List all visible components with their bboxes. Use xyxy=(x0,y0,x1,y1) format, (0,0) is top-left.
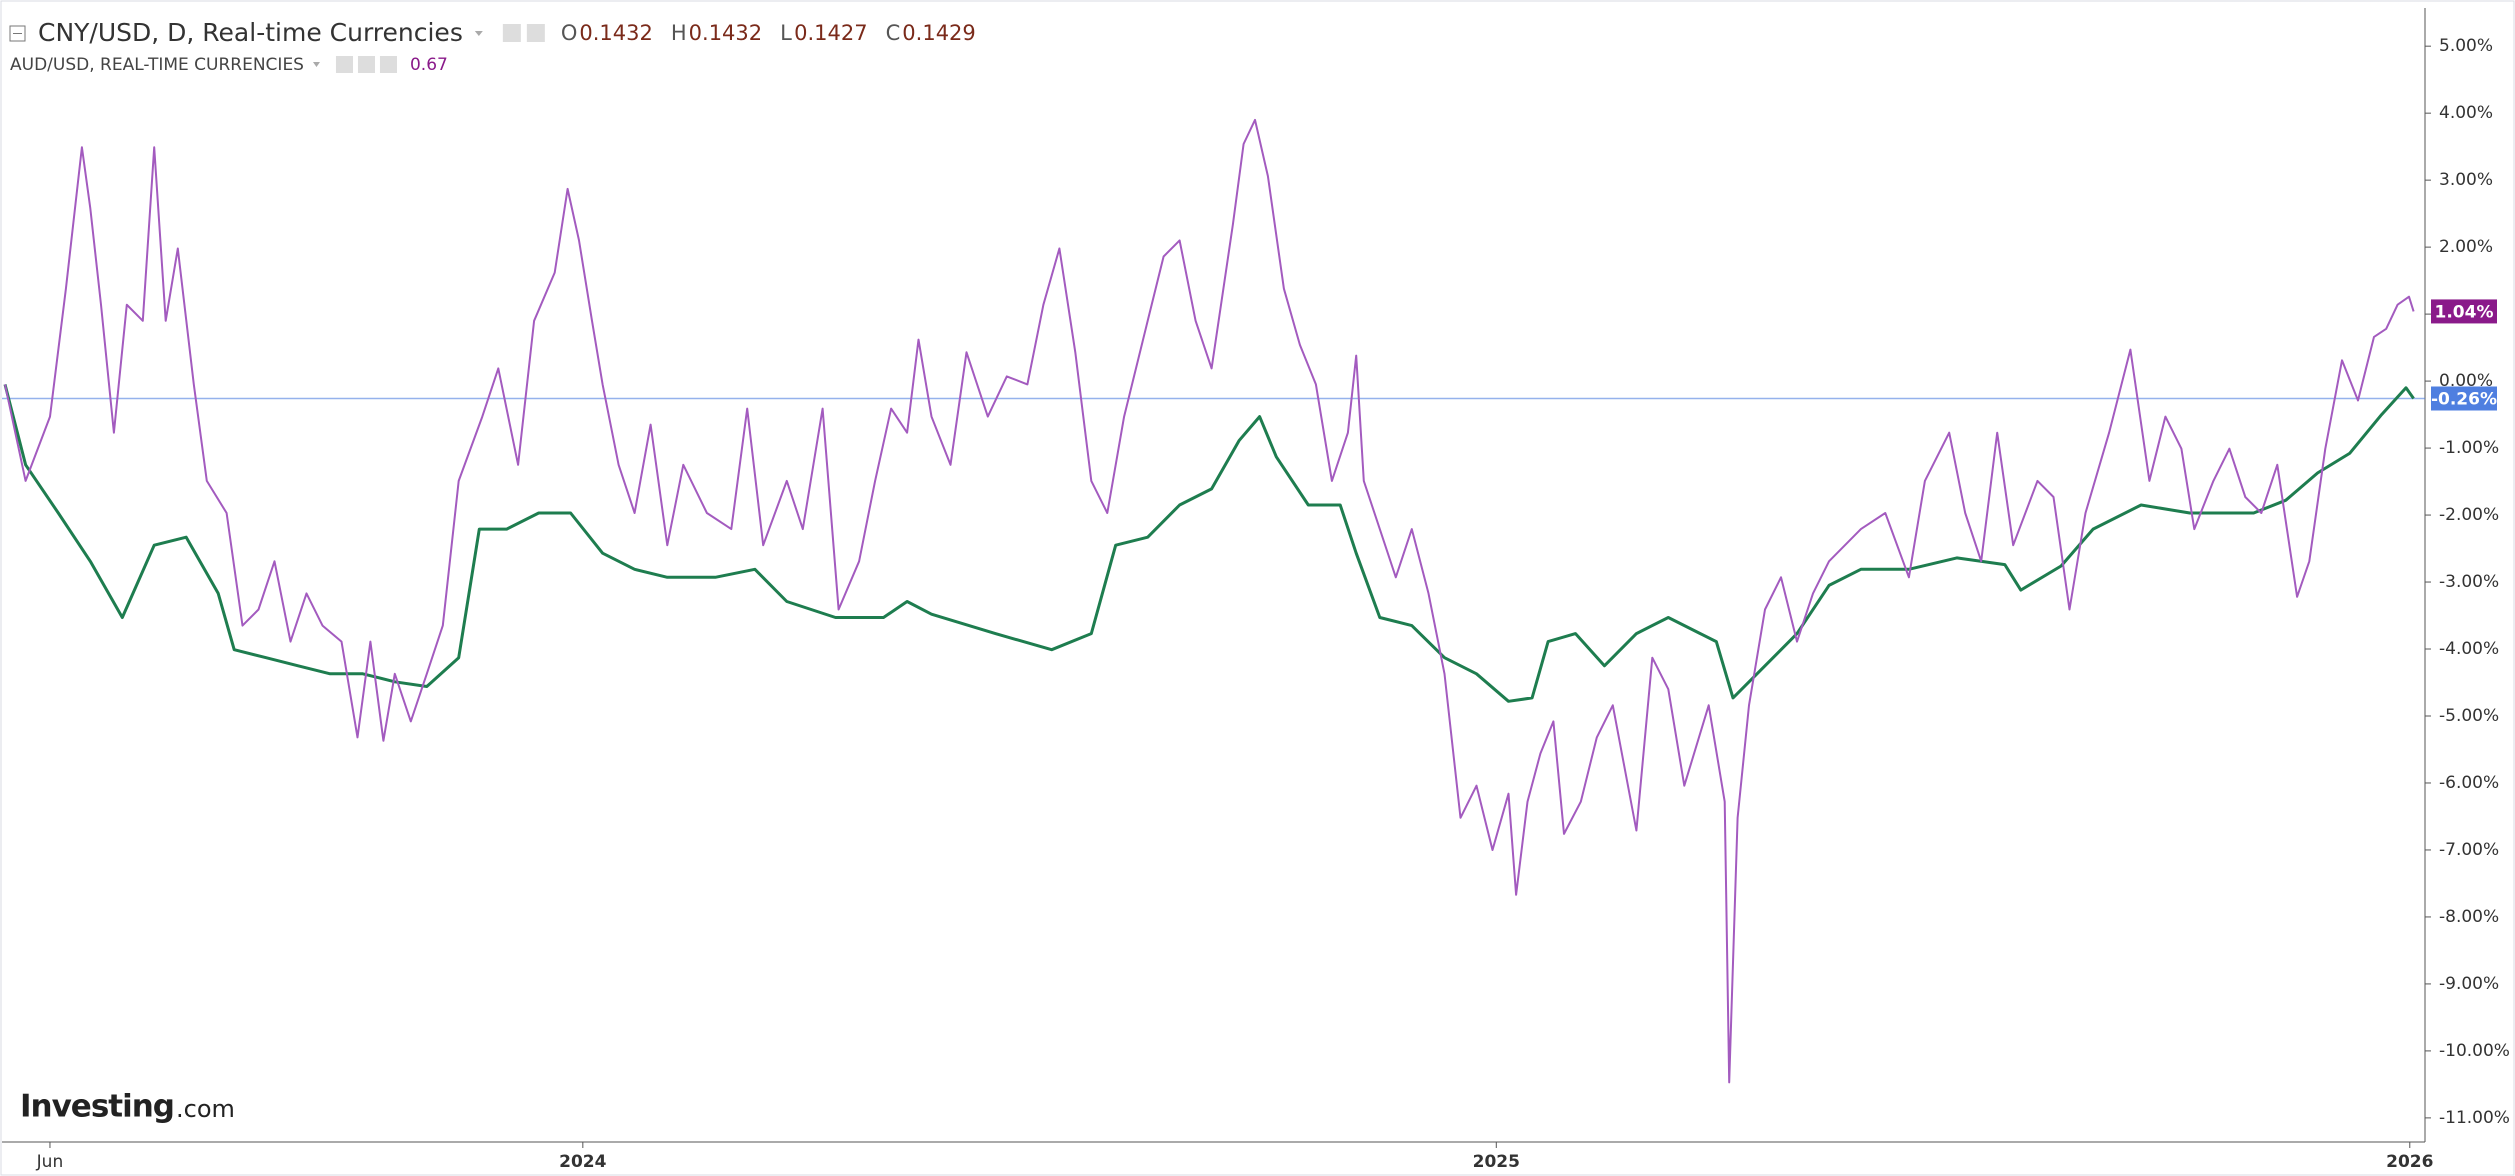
ohlc-label: L xyxy=(780,21,792,45)
ohlc-label: O xyxy=(561,21,578,45)
x-tick-label: 2024 xyxy=(559,1152,606,1172)
settings-icon[interactable] xyxy=(379,56,397,73)
settings-icon[interactable] xyxy=(357,56,375,73)
y-tick-label: -2.00% xyxy=(2439,505,2499,525)
y-tick-label: 2.00% xyxy=(2439,237,2493,257)
y-tick-label: -10.00% xyxy=(2439,1041,2510,1061)
series-line xyxy=(3,384,2415,703)
settings-icon[interactable] xyxy=(526,24,545,42)
settings-icon[interactable] xyxy=(502,24,521,42)
y-tick-label: -9.00% xyxy=(2439,974,2499,994)
x-tick-label: 2025 xyxy=(1473,1152,1520,1172)
series-title: AUD/USD, REAL-TIME CURRENCIES xyxy=(10,55,304,75)
brand-logo: Investing .com xyxy=(20,1089,235,1125)
ohlc-label: H xyxy=(671,21,687,45)
ohlc-value: 0.1429 xyxy=(902,21,975,45)
price-tag xyxy=(2431,386,2497,411)
ohlc-value: 0.1432 xyxy=(579,21,652,45)
y-tick-label: 0.00% xyxy=(2439,371,2493,391)
last-value: 0.67 xyxy=(410,55,448,75)
y-tick-label: -4.00% xyxy=(2439,639,2499,659)
ohlc-value: 0.1432 xyxy=(689,21,762,45)
y-tick-label: -7.00% xyxy=(2439,840,2499,860)
x-tick-label: Jun xyxy=(36,1152,64,1172)
collapse-icon[interactable] xyxy=(9,25,26,42)
x-tick-label: 2026 xyxy=(2386,1152,2433,1172)
ohlc-value: 0.1427 xyxy=(794,21,867,45)
series-line xyxy=(4,118,2415,1084)
y-tick-label: 4.00% xyxy=(2439,103,2493,123)
y-tick-label: 3.00% xyxy=(2439,170,2493,190)
y-tick-label: -6.00% xyxy=(2439,773,2499,793)
dropdown-arrow xyxy=(474,31,483,36)
brand-name: Investing xyxy=(20,1089,174,1125)
brand-suffix: .com xyxy=(176,1095,235,1123)
y-tick-label: -5.00% xyxy=(2439,706,2499,726)
y-tick-label: 5.00% xyxy=(2439,36,2493,56)
y-tick-label: -11.00% xyxy=(2439,1108,2510,1128)
price-tag xyxy=(2431,299,2497,324)
price-tag-label: 1.04% xyxy=(2435,302,2494,322)
dropdown-arrow xyxy=(312,62,320,67)
y-tick-label: -1.00% xyxy=(2439,438,2499,458)
price-tag-label: -0.26% xyxy=(2431,390,2497,410)
ohlc-label: C xyxy=(886,21,901,45)
settings-icon[interactable] xyxy=(335,56,353,73)
y-tick-label: -8.00% xyxy=(2439,907,2499,927)
series-title: CNY/USD, D, Real-time Currencies xyxy=(38,18,463,47)
y-tick-label: -3.00% xyxy=(2439,572,2499,592)
